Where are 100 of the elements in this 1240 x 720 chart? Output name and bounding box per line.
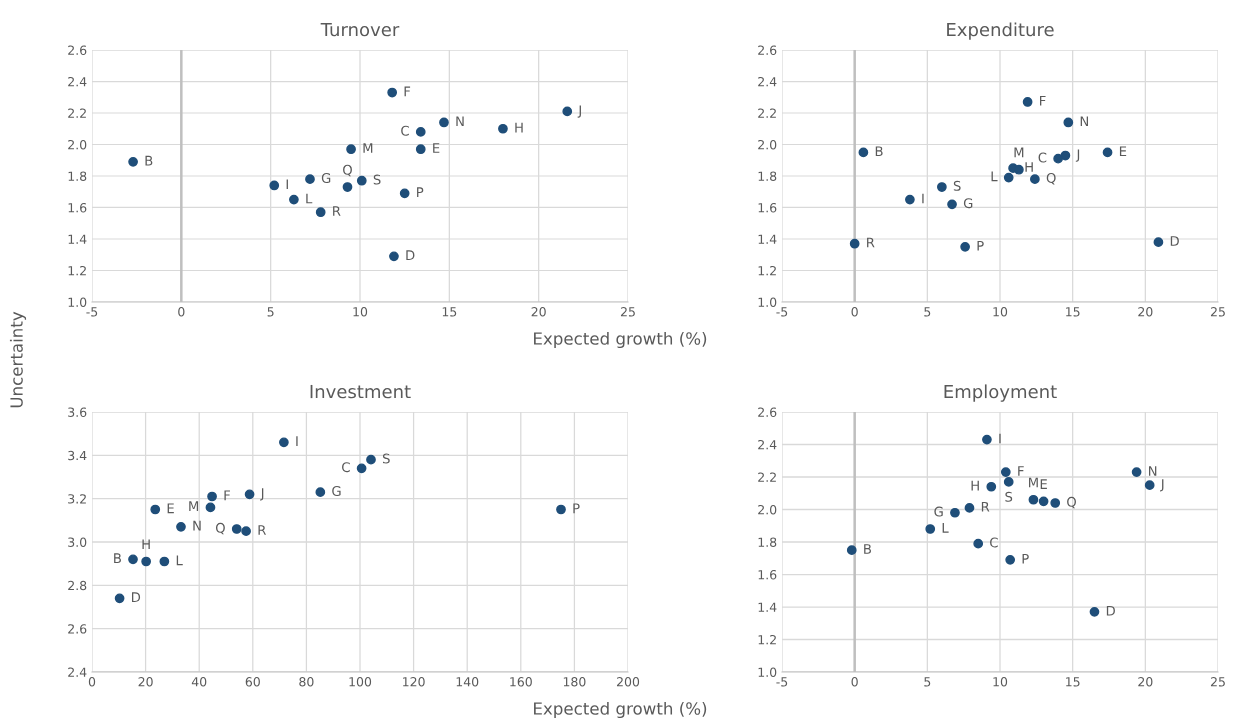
y-tick-label: 2.6	[68, 624, 87, 634]
point	[315, 487, 326, 498]
annotation: C	[990, 537, 998, 548]
point	[415, 144, 426, 155]
annotation: E	[1119, 146, 1127, 157]
point	[415, 127, 426, 137]
annotation: J	[1160, 479, 1164, 492]
chart-title: Turnover	[320, 22, 400, 37]
y-tick-label: 2.0	[68, 139, 87, 150]
point	[244, 489, 255, 500]
x-tick-label: -5	[86, 307, 98, 317]
chart-title: Investment	[310, 384, 411, 399]
x-axis-title: Expected growth (%)	[534, 701, 707, 719]
y-tick-label: 2.4	[758, 76, 777, 87]
point	[1131, 467, 1142, 477]
y-tick-label: 2.6	[758, 45, 777, 55]
x-tick-label: 120	[403, 677, 425, 687]
point	[289, 194, 299, 205]
point	[1050, 498, 1061, 508]
point	[849, 238, 860, 249]
point	[986, 481, 997, 492]
y-tick-label: 3.2	[68, 494, 86, 504]
point	[342, 182, 353, 192]
x-tick-label: 0	[851, 307, 858, 317]
x-tick-label: 60	[245, 677, 260, 687]
annotation: Q	[343, 164, 352, 177]
point	[1022, 97, 1033, 107]
point	[141, 556, 151, 567]
x-tick-label: -5	[776, 677, 788, 687]
annotation: M	[363, 143, 373, 153]
annotation: H	[1025, 162, 1033, 172]
y-tick-label: 1.4	[68, 234, 87, 244]
y-tick-label: 1.6	[758, 569, 777, 580]
annotation: S	[1005, 491, 1013, 502]
annotation: J	[577, 105, 581, 118]
point	[960, 242, 970, 252]
x-tick-label: 180	[563, 677, 586, 687]
point	[399, 188, 410, 199]
annotation: L	[306, 193, 313, 204]
annotation: J	[260, 488, 264, 501]
annotation: C	[401, 125, 409, 136]
annotation: Q	[215, 522, 225, 535]
annotation: E	[167, 503, 174, 514]
x-tick-label: 0	[851, 677, 858, 687]
point	[1030, 174, 1040, 185]
annotation: E	[1040, 479, 1047, 489]
x-tick-label: -5	[776, 307, 788, 317]
x-tick-label: 15	[1066, 307, 1080, 317]
point	[387, 87, 398, 98]
annotation: F	[404, 86, 411, 97]
annotation: P	[977, 240, 984, 251]
x-tick-label: 20	[1138, 307, 1153, 317]
point	[905, 194, 915, 205]
y-tick-label: 2.8	[68, 580, 87, 591]
point	[128, 156, 138, 167]
point	[305, 174, 315, 185]
annotation: G	[963, 198, 973, 209]
y-tick-label: 1.8	[758, 171, 777, 181]
annotation: N	[456, 116, 464, 127]
x-tick-label: 20	[531, 307, 546, 317]
point	[1089, 607, 1100, 617]
point	[1153, 237, 1164, 248]
point	[1003, 477, 1014, 487]
point	[1028, 494, 1039, 505]
annotation: F	[224, 490, 230, 501]
annotation: P	[1022, 553, 1029, 564]
y-tick-label: 2.0	[758, 139, 777, 150]
point	[439, 117, 449, 128]
y-tick-label: 1.2	[758, 265, 776, 276]
annotation: N	[1080, 116, 1088, 127]
y-tick-label: 1.8	[758, 537, 777, 547]
annotation: P	[417, 187, 424, 197]
annotation: B	[864, 544, 871, 554]
point	[1053, 153, 1063, 164]
y-tick-label: 2.2	[68, 108, 86, 118]
annotation: D	[1170, 236, 1179, 246]
annotation: Q	[1067, 496, 1076, 509]
annotation: S	[953, 180, 961, 191]
point	[846, 545, 857, 555]
point	[207, 491, 217, 502]
annotation: L	[991, 171, 998, 182]
annotation: I	[999, 433, 1001, 444]
annotation: I	[296, 436, 298, 446]
annotation: B	[114, 553, 121, 563]
point	[1003, 172, 1014, 183]
annotation: G	[321, 173, 331, 183]
x-tick-label: 25	[620, 307, 635, 317]
y-tick-label: 1.6	[758, 202, 777, 213]
y-tick-label: 1.4	[758, 602, 777, 612]
point	[346, 144, 356, 155]
point	[205, 502, 216, 513]
point	[241, 526, 251, 537]
y-tick-label: 2.4	[68, 76, 87, 87]
x-tick-label: 20	[1138, 677, 1153, 687]
y-tick-label: 1.0	[758, 667, 777, 677]
annotation: I	[922, 193, 924, 204]
x-tick-label: 10	[993, 677, 1008, 687]
annotation: H	[142, 539, 150, 550]
y-tick-label: 1.2	[758, 634, 776, 645]
annotation: H	[515, 122, 523, 133]
